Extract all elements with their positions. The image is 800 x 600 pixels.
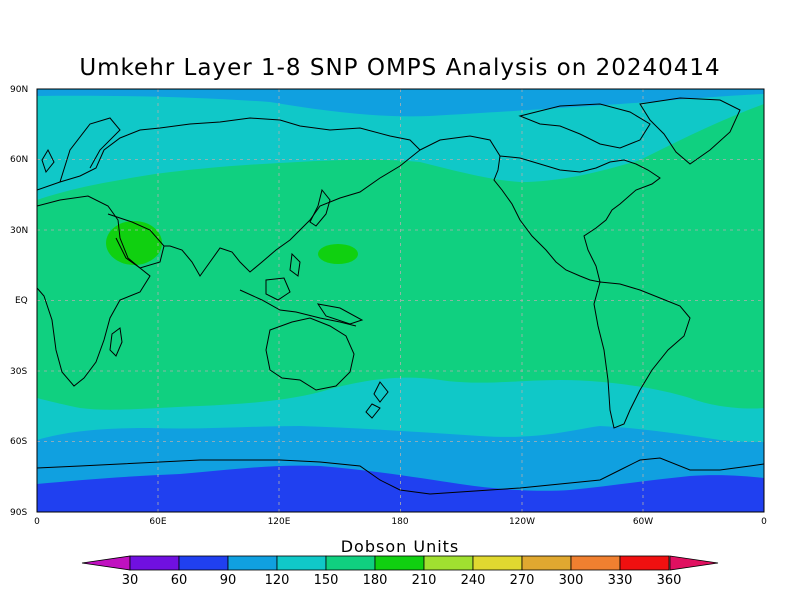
colorbar-swatch — [227, 555, 278, 571]
colorbar-right-arrow — [669, 555, 719, 571]
colorbar-swatch — [276, 555, 327, 571]
colorbar-swatch — [178, 555, 229, 571]
lat-label: 60N — [10, 155, 28, 165]
colorbar-swatch — [521, 555, 572, 571]
colorbar-swatch — [619, 555, 670, 571]
field-max-pacific — [318, 244, 358, 264]
lon-label: 60W — [633, 517, 653, 527]
coast-new-zealand — [365, 381, 389, 419]
colorbar-swatch — [570, 555, 621, 571]
lat-axis: 90N 60N 30N EQ 30S 60S 90S — [10, 85, 28, 518]
colorbar-level-label: 150 — [314, 573, 339, 588]
coast-philippines — [289, 252, 301, 277]
colorbar-level-label: 210 — [412, 573, 437, 588]
coastlines — [37, 97, 764, 495]
field-max-arabia — [106, 221, 162, 265]
colorbar-title: Dobson Units — [340, 537, 460, 556]
coast-eurasia — [37, 117, 421, 277]
lon-label: 180 — [391, 517, 408, 527]
lat-label: 30S — [10, 367, 27, 377]
coast-uk — [41, 148, 55, 174]
coast-antarctica — [37, 457, 764, 495]
coast-canada-arctic — [518, 103, 651, 149]
colorbar-swatch — [472, 555, 523, 571]
lon-label: 120E — [268, 517, 291, 527]
colorbar-swatch — [423, 555, 474, 571]
coast-north-america — [419, 135, 661, 283]
coast-indonesia — [239, 289, 357, 327]
coast-new-guinea — [316, 303, 364, 325]
lat-label: 90N — [10, 85, 28, 95]
colorbar: 30 60 90 120 150 180 210 240 270 300 330 360 — [81, 555, 719, 588]
lon-label: 0 — [761, 517, 767, 527]
lat-label: 60S — [10, 437, 27, 447]
lat-label: 90S — [10, 508, 27, 518]
lon-axis: 0 60E 120E 180 120W 60W 0 — [34, 517, 767, 527]
lon-label: 0 — [34, 517, 40, 527]
lon-label: 60E — [149, 517, 166, 527]
coast-arabia — [107, 213, 165, 269]
coast-madagascar — [109, 327, 123, 357]
colorbar-level-label: 300 — [559, 573, 584, 588]
colorbar-level-label: 270 — [510, 573, 535, 588]
lon-label: 120W — [509, 517, 535, 527]
colorbar-level-label: 180 — [363, 573, 388, 588]
colorbar-swatch — [129, 555, 180, 571]
lat-label: EQ — [15, 296, 28, 306]
map-title: Umkehr Layer 1-8 SNP OMPS Analysis on 20… — [79, 55, 721, 81]
colorbar-swatch — [374, 555, 425, 571]
coast-australia — [265, 317, 355, 391]
coast-africa — [37, 195, 151, 387]
colorbar-level-label: 30 — [122, 573, 139, 588]
field-band-180 — [37, 104, 764, 410]
lat-label: 30N — [10, 226, 28, 236]
coast-japan — [309, 188, 331, 227]
colorbar-level-label: 120 — [265, 573, 290, 588]
coast-south-america — [593, 281, 691, 429]
colorbar-left-arrow — [81, 555, 131, 571]
colorbar-level-label: 330 — [608, 573, 633, 588]
coast-greenland — [639, 97, 741, 165]
colorbar-level-label: 240 — [461, 573, 486, 588]
colorbar-level-label: 60 — [171, 573, 188, 588]
colorbar-swatch — [325, 555, 376, 571]
colorbar-level-label: 360 — [657, 573, 682, 588]
colorbar-level-label: 90 — [220, 573, 237, 588]
map-frame — [36, 88, 765, 513]
coast-scandinavia — [59, 117, 121, 183]
graticule — [37, 89, 764, 512]
coast-borneo — [265, 277, 291, 301]
